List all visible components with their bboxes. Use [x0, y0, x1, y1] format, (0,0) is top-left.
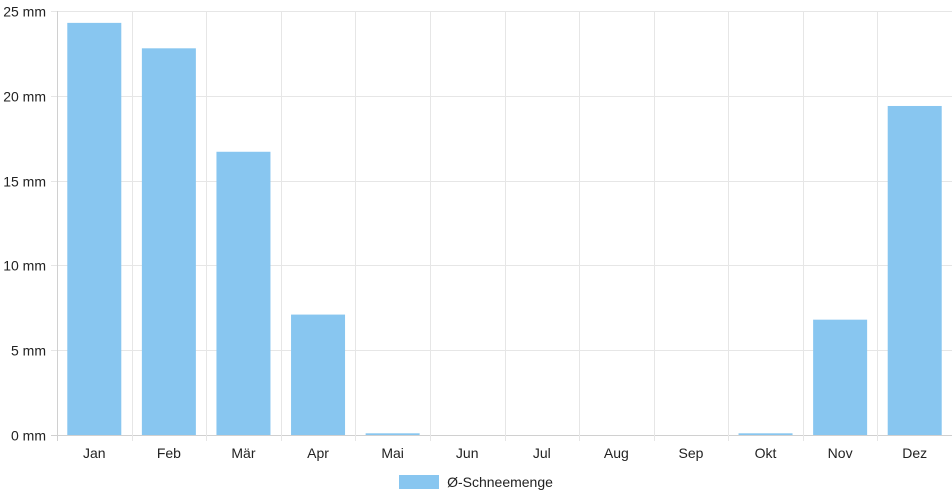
- bar: [67, 22, 122, 435]
- legend: Ø-Schneemenge: [0, 470, 952, 494]
- y-tick-label: 5 mm: [11, 343, 46, 359]
- x-tick-label: Sep: [678, 445, 703, 461]
- x-axis-ticks: Jan Feb Mär Apr Mai Jun Jul Aug Sep Okt Nov Dez: [83, 445, 927, 461]
- legend-label: Ø-Schneemenge: [447, 474, 553, 490]
- snow-chart: 0 mm 5 mm 10 mm 15 mm 20 mm 25 mm Jan Feb Mär Ap…: [3, 4, 952, 461]
- y-tick-label: 0 mm: [11, 428, 46, 444]
- bar: [141, 48, 196, 435]
- grid-lines: [51, 11, 952, 441]
- bar: [216, 151, 271, 435]
- bar: [365, 433, 420, 435]
- y-tick-label: 25 mm: [3, 4, 46, 20]
- x-tick-label: Nov: [828, 445, 853, 461]
- y-tick-label: 20 mm: [3, 89, 46, 105]
- x-tick-label: Okt: [755, 445, 777, 461]
- y-tick-label: 10 mm: [3, 258, 46, 274]
- x-tick-label: Dez: [902, 445, 927, 461]
- x-tick-label: Mai: [381, 445, 404, 461]
- x-tick-label: Mär: [231, 445, 255, 461]
- bar: [887, 105, 942, 435]
- x-tick-label: Aug: [604, 445, 629, 461]
- y-axis-ticks: 0 mm 5 mm 10 mm 15 mm 20 mm 25 mm: [3, 4, 46, 444]
- bars: [67, 22, 942, 435]
- bar: [291, 314, 346, 435]
- x-tick-label: Jan: [83, 445, 106, 461]
- x-tick-label: Jun: [456, 445, 479, 461]
- y-tick-label: 15 mm: [3, 174, 46, 190]
- bar: [813, 319, 868, 435]
- bar: [738, 433, 793, 435]
- legend-swatch: [399, 475, 440, 489]
- legend-item-snow[interactable]: Ø-Schneemenge: [399, 474, 553, 490]
- x-tick-label: Jul: [533, 445, 551, 461]
- x-tick-label: Apr: [307, 445, 329, 461]
- x-tick-label: Feb: [157, 445, 181, 461]
